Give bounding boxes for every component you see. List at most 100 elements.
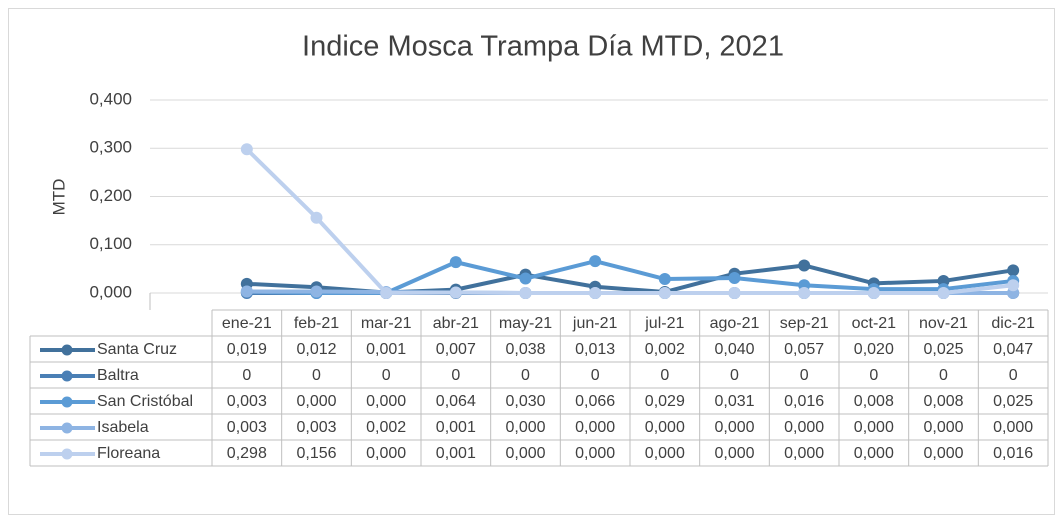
y-tick-label: 0,400 [89,89,132,108]
table-value: 0 [312,367,321,384]
table-value: 0,000 [366,393,406,410]
table-value: 0,000 [575,445,615,462]
table-value: 0,000 [505,419,545,436]
y-tick-label: 0,000 [89,282,132,301]
table-value: 0 [800,367,809,384]
data-point [937,274,950,287]
table-value: 0,000 [923,419,963,436]
table-value: 0,000 [366,445,406,462]
data-point [658,287,671,299]
x-tick-label: abr-21 [433,315,479,332]
data-point [728,272,741,285]
data-point [449,256,462,269]
data-point [1007,279,1020,292]
legend-label: Baltra [97,367,139,384]
table-value: 0,002 [645,341,685,358]
legend-key-marker [61,448,73,460]
table-value: 0,000 [714,419,754,436]
data-point [589,255,602,268]
y-tick-label: 0,100 [89,234,132,253]
data-point [798,287,811,299]
y-tick-label: 0,200 [89,186,132,205]
data-point [310,211,323,224]
table-value: 0,025 [923,341,963,358]
x-tick-label: mar-21 [361,315,412,332]
x-tick-label: feb-21 [294,315,339,332]
table-value: 0,000 [784,419,824,436]
table-value: 0,016 [993,445,1033,462]
data-point [728,287,741,299]
table-value: 0,003 [227,393,267,410]
table-value: 0,029 [645,393,685,410]
data-point [519,272,532,285]
series-line [245,147,1014,295]
table-value: 0,008 [854,393,894,410]
table-value: 0,000 [505,445,545,462]
table-value: 0,031 [714,393,754,410]
table-value: 0 [869,367,878,384]
legend-label: San Cristóbal [97,393,193,410]
data-point [519,287,532,299]
table-value: 0,003 [227,419,267,436]
data-point [589,287,602,299]
x-tick-label: ago-21 [710,315,760,332]
data-point [658,273,671,286]
table-value: 0,066 [575,393,615,410]
table-value: 0,038 [505,341,545,358]
table-value: 0 [451,367,460,384]
table-value: 0,000 [923,445,963,462]
table-value: 0,001 [436,445,476,462]
data-point [798,259,811,272]
table-value: 0,040 [714,341,754,358]
table-value: 0,008 [923,393,963,410]
table-value: 0,057 [784,341,824,358]
data-point [449,286,462,299]
legend-key-marker [61,422,73,434]
table-value: 0,012 [296,341,336,358]
table-value: 0,064 [436,393,476,410]
x-tick-label: may-21 [499,315,552,332]
data-point [380,287,393,299]
table-value: 0,013 [575,341,615,358]
data-point [240,143,253,156]
table-value: 0,000 [645,419,685,436]
x-tick-label: dic-21 [991,315,1035,332]
table-value: 0,020 [854,341,894,358]
x-tick-label: nov-21 [919,315,968,332]
table-value: 0,000 [854,419,894,436]
data-point [867,287,880,299]
table-value: 0,030 [505,393,545,410]
table-value: 0,000 [575,419,615,436]
table-value: 0,298 [227,445,267,462]
table-value: 0,025 [993,393,1033,410]
table-value: 0,000 [296,393,336,410]
table-value: 0,156 [296,445,336,462]
x-tick-label: sep-21 [780,315,829,332]
table-value: 0,001 [366,341,406,358]
table-value: 0,001 [436,419,476,436]
table-value: 0 [939,367,948,384]
table-value: 0 [730,367,739,384]
x-tick-label: ene-21 [222,315,272,332]
table-value: 0 [591,367,600,384]
table-value: 0 [382,367,391,384]
data-point [240,285,253,298]
table-value: 0 [1009,367,1018,384]
chart-title: Indice Mosca Trampa Día MTD, 2021 [302,31,784,63]
legend-label: Floreana [97,445,160,462]
table-value: 0,000 [784,445,824,462]
table-value: 0 [521,367,530,384]
data-point [937,287,950,299]
table-value: 0,047 [993,341,1033,358]
table-value: 0,019 [227,341,267,358]
table-value: 0,003 [296,419,336,436]
table-value: 0,007 [436,341,476,358]
x-tick-label: jul-21 [644,315,684,332]
legend-label: Isabela [97,419,149,436]
data-point [310,285,323,298]
table-value: 0,000 [854,445,894,462]
y-axis-label: MTD [49,179,68,216]
legend-key-marker [61,370,73,382]
legend-key-marker [61,344,73,356]
